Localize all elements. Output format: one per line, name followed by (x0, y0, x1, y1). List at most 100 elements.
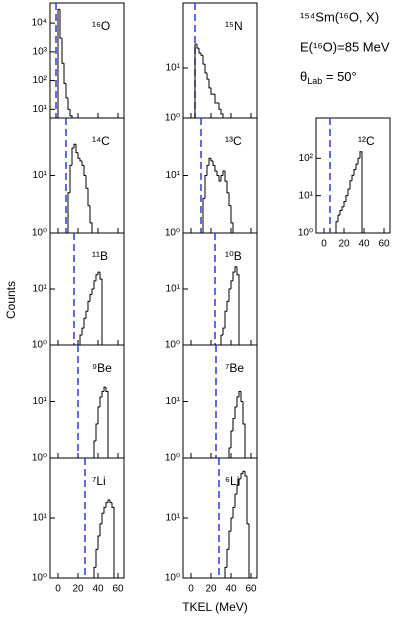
x-tick-label: 60 (112, 584, 124, 595)
x-tick-label: 20 (72, 584, 84, 595)
histogram-bin (232, 271, 235, 281)
histogram-bin (228, 192, 231, 207)
histogram-bin (224, 310, 227, 329)
y-tick-label: 10⁴ (32, 18, 47, 29)
histogram-bin (236, 396, 239, 407)
panel-label: ¹⁶O (92, 19, 110, 33)
histogram-bin (73, 143, 76, 149)
histogram-bin (202, 55, 205, 65)
y-tick-label: 10¹ (33, 396, 48, 407)
y-tick-label: 10⁰ (32, 228, 47, 239)
histogram-bin (238, 478, 241, 486)
histogram-bin (240, 391, 243, 402)
histogram-bin (244, 471, 247, 477)
histogram-bin (67, 97, 70, 110)
x-tick-label: 60 (378, 239, 390, 250)
x-tick-label: 40 (358, 239, 370, 250)
histogram-bin (218, 175, 221, 182)
histogram-bin (87, 188, 90, 207)
histogram-bin (214, 94, 217, 104)
histogram-bin (99, 523, 102, 537)
y-tick-label: 10⁰ (165, 573, 180, 584)
histogram-bin (79, 158, 82, 162)
x-tick-label: 40 (92, 584, 104, 595)
y-tick-label: 10⁰ (165, 228, 180, 239)
y-tick-label: 10⁰ (165, 453, 180, 464)
annotation: E(¹⁶O)=85 MeV (300, 39, 390, 54)
histogram-bin (85, 310, 88, 319)
y-tick-label: 10¹ (33, 170, 48, 181)
histogram-bin (101, 391, 104, 398)
annotation: θLab = 50° (300, 69, 357, 86)
histogram-bin (224, 170, 227, 182)
histogram-bin (353, 169, 356, 176)
y-tick-label: 10⁰ (298, 228, 313, 239)
histogram-bin (359, 151, 363, 233)
histogram-bin (99, 396, 102, 407)
annotation: Lab (307, 76, 322, 86)
histogram-bin (246, 476, 250, 578)
y-tick-label: 10¹ (166, 170, 181, 181)
x-axis-label: TKEL (MeV) (182, 600, 248, 614)
panel-label: ⁷Be (225, 361, 244, 375)
histogram-bin (349, 180, 352, 190)
histogram-bin (97, 535, 100, 550)
panel-label: ⁷Li (92, 474, 106, 488)
x-tick-label: 20 (338, 239, 350, 250)
histogram-bin (61, 38, 64, 64)
x-tick-label: 40 (225, 584, 237, 595)
histogram-bin (234, 266, 237, 273)
x-tick-label: 20 (205, 584, 217, 595)
histogram-bin (103, 386, 106, 392)
histogram-bin (230, 517, 233, 532)
histogram-bin (198, 48, 201, 54)
histogram-bin (210, 158, 213, 162)
histogram-bin (343, 200, 346, 207)
histogram-bin (216, 170, 219, 176)
histogram-bin (242, 401, 246, 458)
histogram-bin (57, 8, 60, 118)
histogram-bin (89, 293, 92, 302)
histogram-bin (196, 44, 199, 49)
histogram-bin (234, 493, 237, 508)
y-tick-label: 10⁰ (165, 113, 180, 124)
plot-frame (182, 117, 258, 234)
histogram-bin (206, 164, 209, 176)
plot-frame (315, 117, 391, 234)
histogram-bin (97, 271, 100, 275)
panel-label: ¹⁰B (225, 249, 242, 263)
histogram-bin (99, 272, 103, 345)
histogram-bin (83, 165, 86, 176)
histogram-bin (208, 79, 211, 89)
plot-frame (49, 117, 125, 234)
histogram-bin (109, 499, 112, 504)
histogram-bin (339, 210, 342, 216)
histogram-bin (222, 327, 225, 336)
histogram-bin (335, 221, 338, 233)
histogram-bin (103, 506, 106, 514)
x-tick-label: 0 (188, 584, 194, 595)
histogram-bin (75, 144, 78, 154)
panel-label: ¹⁴C (92, 134, 110, 148)
panel-label: ⁹Be (92, 361, 112, 375)
plot-frame (182, 2, 258, 119)
histogram-bin (220, 334, 223, 345)
histogram-bin (214, 165, 217, 172)
y-tick-label: 10⁰ (32, 453, 47, 464)
histogram-bin (204, 64, 207, 74)
histogram-bin (107, 499, 110, 503)
histogram-bin (194, 43, 197, 118)
histogram-bin (83, 317, 86, 329)
histogram-bin (232, 418, 235, 432)
plot-frame (49, 457, 125, 579)
histogram-bin (204, 175, 207, 199)
histogram-bin (200, 52, 203, 56)
histogram-bin (210, 87, 213, 95)
y-tick-label: 10¹ (166, 284, 181, 295)
histogram-bin (337, 214, 340, 222)
y-axis-label: Counts (4, 281, 18, 319)
histogram-bin (87, 300, 90, 312)
y-tick-label: 10¹ (166, 63, 181, 74)
histogram-bin (91, 288, 94, 295)
histogram-bin (71, 147, 74, 166)
